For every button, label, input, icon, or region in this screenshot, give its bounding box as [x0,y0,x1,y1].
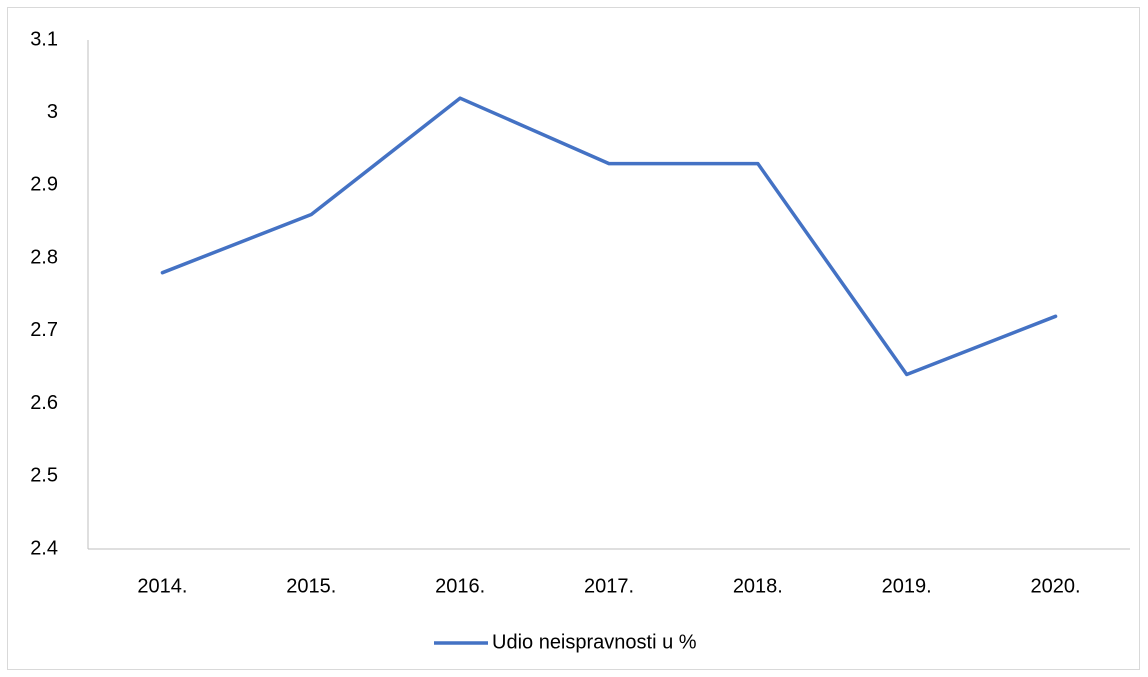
x-tick-label: 2017. [584,575,634,597]
x-tick-label: 2016. [435,575,485,597]
x-tick-label: 2019. [882,575,932,597]
chart-border [7,7,1140,670]
y-tick-label: 2.8 [30,246,58,268]
y-tick-label: 3.1 [30,28,58,50]
y-tick-label: 2.4 [30,537,58,559]
x-tick-label: 2014. [137,575,187,597]
y-tick-label: 2.5 [30,465,58,487]
y-tick-label: 2.7 [30,319,58,341]
x-tick-label: 2015. [286,575,336,597]
y-tick-label: 3 [47,101,58,123]
x-tick-label: 2018. [733,575,783,597]
x-tick-label: 2020. [1031,575,1081,597]
legend-label: Udio neispravnosti u % [492,631,697,653]
y-tick-label: 2.6 [30,392,58,414]
y-tick-label: 2.9 [30,174,58,196]
series-line [160,96,1058,377]
